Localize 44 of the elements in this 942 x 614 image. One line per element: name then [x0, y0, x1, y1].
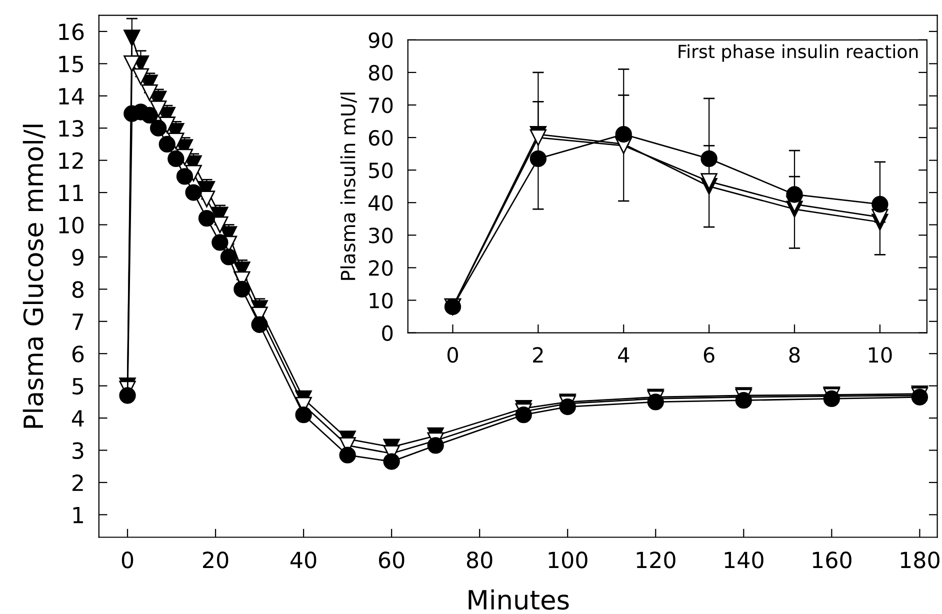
y-tick-label: 30 [369, 228, 393, 244]
x-tick-label: 100 [548, 552, 588, 568]
y-tick-label: 11 [59, 184, 83, 201]
y-tick-label: 90 [368, 32, 393, 48]
y-tick-label: 60 [368, 130, 393, 146]
y-tick-label: 80 [368, 64, 393, 81]
y-tick-label: 50 [369, 162, 393, 178]
y-tick-label: 7 [72, 314, 84, 330]
x-tick-label: 140 [724, 552, 764, 568]
annotation: First phase insulin reaction [678, 44, 918, 62]
x-tick-label: 180 [900, 552, 940, 568]
x-tick-label: 120 [636, 552, 676, 568]
y-tick-label: 0 [382, 325, 393, 341]
y-axis-title: Plasma insulin mU/l [340, 92, 357, 280]
y-tick-label: 2 [72, 474, 83, 491]
x-tick-label: 20 [203, 552, 228, 568]
x-tick-label: 6 [704, 347, 714, 363]
y-tick-label: 40 [368, 195, 393, 211]
x-tick-label: 40 [290, 552, 316, 568]
y-tick-label: 8 [72, 281, 84, 298]
y-tick-label: 9 [72, 248, 84, 266]
x-tick-label: 2 [533, 347, 543, 363]
y-tick-label: 3 [72, 442, 84, 460]
x-tick-label: 10 [868, 347, 892, 363]
x-tick-label: 0 [447, 347, 458, 363]
y-tick-label: 10 [59, 216, 84, 234]
y-tick-label: 1 [73, 506, 83, 524]
x-tick-label: 160 [812, 552, 852, 568]
y-axis-title: Plasma Glucose mmol/l [22, 124, 46, 428]
y-tick-label: 15 [59, 56, 84, 72]
x-tick-label: 4 [618, 347, 630, 363]
x-tick-label: 8 [789, 347, 800, 363]
y-tick-label: 4 [72, 410, 84, 426]
y-tick-label: 20 [369, 260, 393, 276]
y-tick-label: 16 [59, 23, 84, 40]
x-axis-title: Minutes [468, 589, 569, 610]
y-tick-label: 10 [370, 292, 393, 308]
y-tick-label: 14 [59, 88, 84, 104]
y-tick-label: 13 [59, 120, 84, 137]
y-tick-label: 12 [59, 152, 83, 169]
y-tick-label: 70 [369, 97, 393, 114]
x-tick-label: 80 [466, 552, 492, 568]
y-tick-label: 5 [72, 378, 84, 395]
x-tick-label: 0 [122, 552, 134, 568]
